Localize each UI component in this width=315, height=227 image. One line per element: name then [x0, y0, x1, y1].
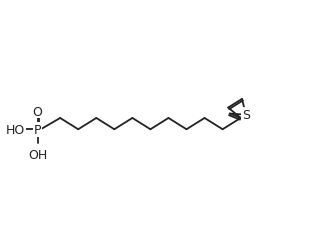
- Text: S: S: [242, 109, 250, 122]
- Text: O: O: [33, 105, 43, 118]
- Text: OH: OH: [28, 148, 47, 161]
- Text: P: P: [34, 123, 41, 136]
- Text: HO: HO: [6, 123, 26, 136]
